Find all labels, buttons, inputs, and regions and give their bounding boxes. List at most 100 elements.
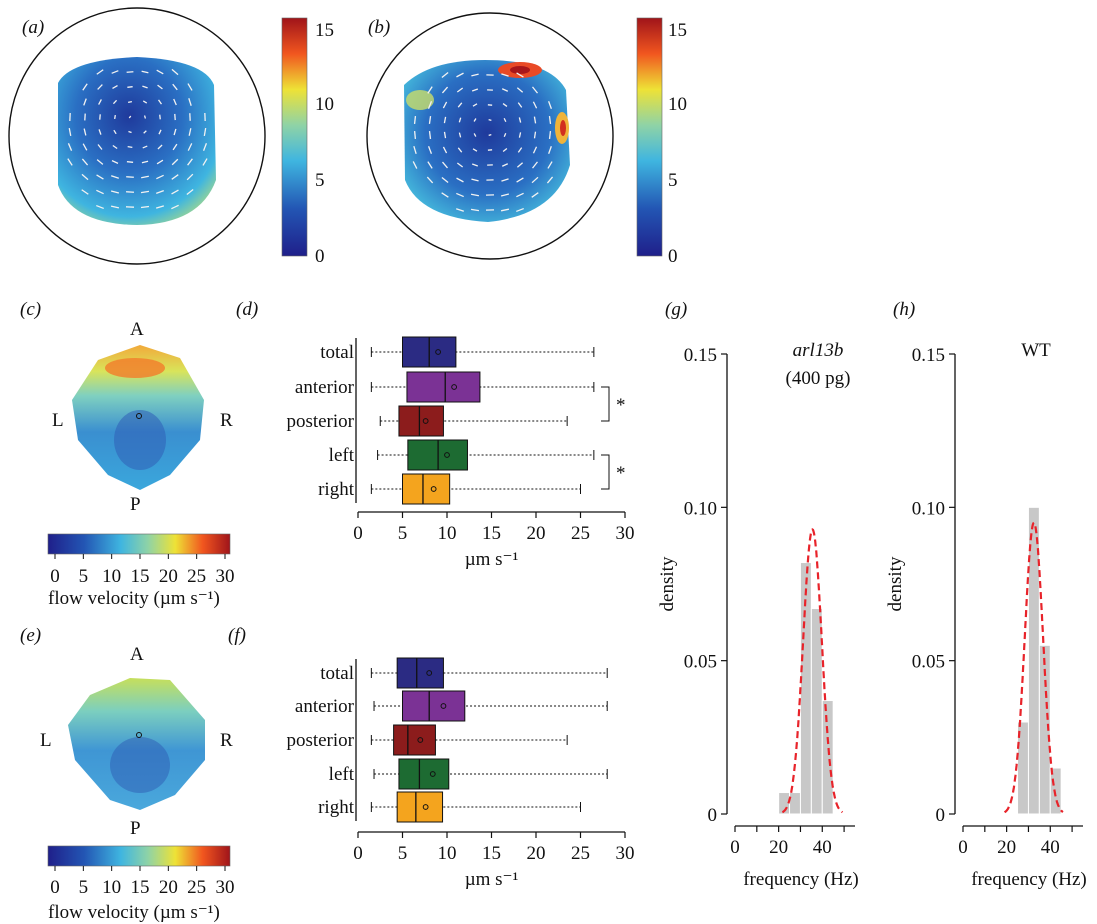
colorbar-tick-label: 0 xyxy=(50,877,60,898)
box-anterior xyxy=(406,371,481,403)
colorbar-tick-label: 25 xyxy=(187,877,206,898)
velocity-arrow xyxy=(97,84,103,90)
y-tick-label: 0.05 xyxy=(912,652,945,673)
velocity-arrow xyxy=(142,100,148,104)
colorbar-b-tick: 0 xyxy=(668,246,678,267)
histogram-title: WT xyxy=(1021,340,1051,361)
normal-fit-curve xyxy=(1003,521,1064,814)
velocity-arrow xyxy=(548,146,552,154)
velocity-arrow xyxy=(110,205,120,209)
velocity-arrow xyxy=(82,143,88,151)
velocity-arrow xyxy=(503,132,507,138)
mean-left xyxy=(444,452,450,458)
mean-right xyxy=(422,804,429,810)
velocity-arrow xyxy=(112,99,118,105)
velocity-arrow xyxy=(81,158,89,166)
velocity-arrow xyxy=(441,176,449,184)
boxplot-d: total anterior posterior left right 0 5 10 15 20 2… xyxy=(286,336,635,570)
velocity-arrow xyxy=(186,173,194,181)
colorbar-tick-label: 5 xyxy=(79,566,89,587)
velocity-arrow xyxy=(502,148,508,152)
velocity-arrow xyxy=(456,162,464,168)
velocity-arrow xyxy=(141,70,149,74)
velocity-arrow xyxy=(501,88,509,92)
velocity-arrow xyxy=(442,161,448,169)
velocity-arrow xyxy=(501,73,509,77)
velocity-arrow xyxy=(187,83,193,91)
velocity-arrow xyxy=(156,174,164,180)
velocity-arrow xyxy=(488,134,492,136)
x-tick-label: 15 xyxy=(482,843,501,864)
velocity-arrow xyxy=(456,208,464,212)
velocity-arrow xyxy=(456,177,464,183)
velocity-arrow xyxy=(441,192,449,198)
velocity-arrow xyxy=(171,158,179,166)
velocity-arrow xyxy=(110,190,120,194)
x-tick-label: 0 xyxy=(353,523,363,544)
mean-left xyxy=(429,771,436,777)
velocity-arrow xyxy=(140,190,150,194)
velocity-arrow xyxy=(203,127,207,137)
velocity-arrow xyxy=(532,101,538,109)
orient-anterior-e: A xyxy=(130,644,144,665)
velocity-arrow xyxy=(413,115,417,125)
mean-posterior xyxy=(417,737,424,743)
category-label-left: left xyxy=(329,764,355,785)
velocity-arrow xyxy=(470,208,480,212)
velocity-arrow xyxy=(188,98,192,106)
velocity-arrow xyxy=(443,131,447,139)
velocity-arrow xyxy=(81,189,89,195)
box-posterior xyxy=(398,405,444,437)
histogram-bar xyxy=(821,700,834,815)
velocity-arrow xyxy=(127,86,133,88)
velocity-arrow xyxy=(473,133,477,137)
velocity-arrow xyxy=(155,205,165,209)
x-tick-label: 15 xyxy=(482,523,501,544)
velocity-arrow xyxy=(502,103,508,107)
velocity-arrow xyxy=(471,88,479,92)
panel-a: (a) 15 10 5 0 xyxy=(8,7,334,267)
histogram-h: 0 0.05 0.10 0.15 density 0 20 40 frequency (Hz) W… xyxy=(885,340,1087,890)
velocity-arrow xyxy=(67,158,73,166)
colorbar-tick-label: 0 xyxy=(50,566,60,587)
velocity-arrow xyxy=(532,146,538,154)
velocity-arrow xyxy=(171,174,179,180)
colorbar-b xyxy=(636,17,663,257)
panel-e: (e) A P L R 0 5 10 15 20 25 30 flow velocity (… xyxy=(20,625,235,923)
panel-label-c: (c) xyxy=(20,299,41,320)
velocity-arrow xyxy=(547,161,553,169)
x-tick-label: 10 xyxy=(438,523,457,544)
embryo-outline-b xyxy=(366,12,614,260)
x-tick-label: 20 xyxy=(527,843,546,864)
x-tick-label: 20 xyxy=(997,837,1016,858)
velocity-arrow xyxy=(428,131,432,139)
y-axis-label: density xyxy=(657,556,678,611)
velocity-arrow xyxy=(458,117,462,123)
colorbar-b-tick: 5 xyxy=(668,170,678,191)
velocity-arrow xyxy=(427,161,433,169)
velocity-arrow xyxy=(171,204,179,210)
significance-bracket xyxy=(601,454,610,490)
panel-label-g: (g) xyxy=(665,299,687,320)
velocity-arrow xyxy=(427,86,433,94)
velocity-arrow xyxy=(548,130,552,140)
velocity-arrow xyxy=(472,103,478,107)
category-label-total: total xyxy=(320,663,354,684)
box-right xyxy=(396,791,444,823)
velocity-arrow xyxy=(500,193,510,197)
velocity-arrow xyxy=(456,72,464,78)
velocity-arrow xyxy=(533,131,537,139)
velocity-arrow xyxy=(171,189,179,195)
velocity-arrow xyxy=(171,68,179,76)
y-axis-label: density xyxy=(885,556,906,611)
velocity-arrow xyxy=(518,132,522,138)
colorbar-c xyxy=(47,533,231,555)
velocity-arrow xyxy=(98,129,102,135)
velocity-arrow xyxy=(531,192,539,198)
velocity-arrow xyxy=(187,143,193,151)
category-label-posterior: posterior xyxy=(286,411,354,432)
velocity-arrow xyxy=(518,117,522,123)
colorbar-tick-label: 10 xyxy=(102,877,121,898)
colorbar-c-label: flow velocity (µm s⁻¹) xyxy=(48,588,220,609)
velocity-arrow xyxy=(516,192,524,198)
